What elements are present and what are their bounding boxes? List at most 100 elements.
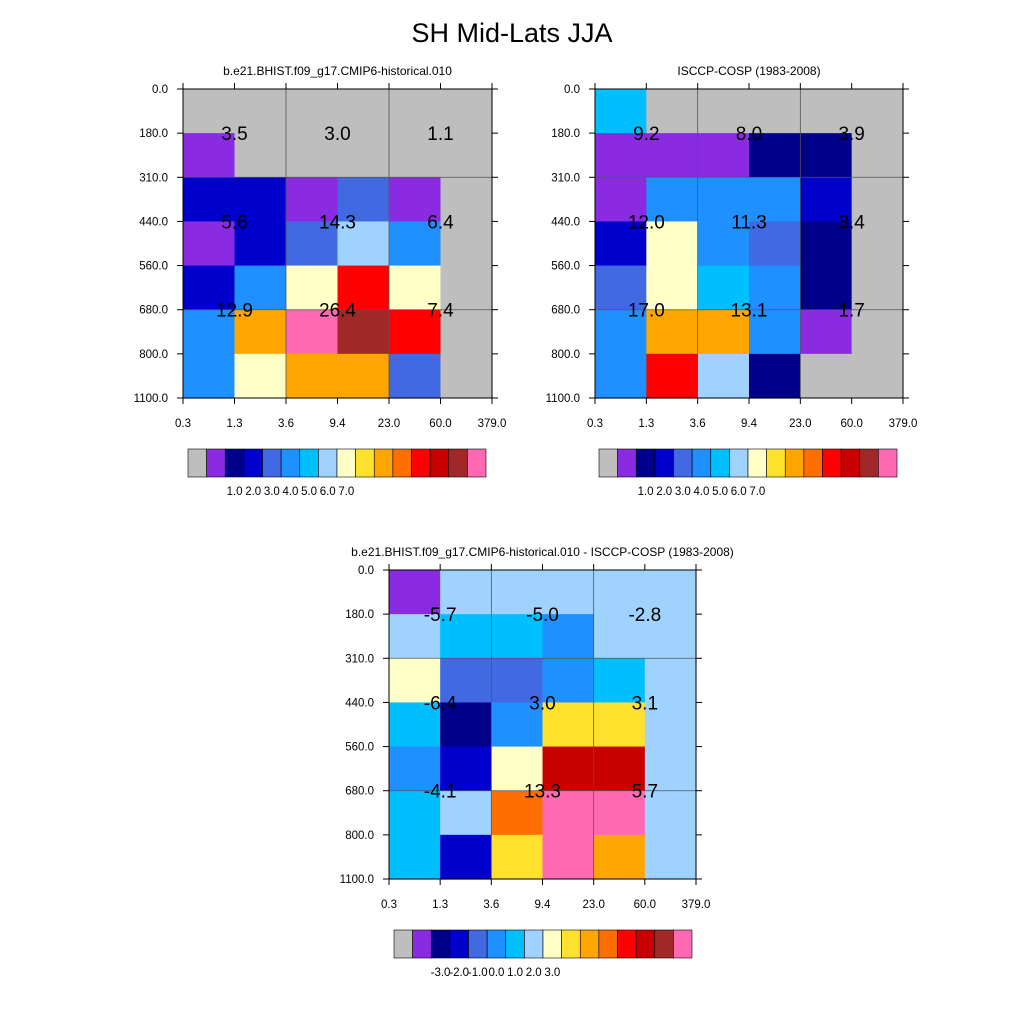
colorbar-swatch <box>505 929 525 959</box>
heatmap-cell <box>644 834 697 880</box>
heatmap-cell <box>234 177 287 223</box>
colorbar-tick-label: 6.0 <box>731 486 747 498</box>
x-tick-label: 1.3 <box>227 418 243 430</box>
heatmap-cell <box>542 658 595 704</box>
block-value-label: 14.3 <box>319 212 356 233</box>
x-tick-label: 23.0 <box>378 418 400 430</box>
heatmap-cell <box>440 570 492 615</box>
colorbar-swatch <box>840 448 861 478</box>
heatmap-cell <box>440 746 492 792</box>
heatmap-cell <box>183 353 236 399</box>
colorbar-swatch <box>524 929 544 959</box>
x-tick-label: 9.4 <box>330 418 347 430</box>
colorbar-swatch <box>691 448 712 478</box>
x-tick-label: 379.0 <box>889 418 918 430</box>
colorbar-swatch <box>617 929 637 959</box>
y-tick-label: 1100.0 <box>546 393 580 405</box>
heatmap-cell <box>234 265 287 311</box>
heatmap-cell <box>593 746 646 792</box>
heatmap-cell <box>644 702 697 748</box>
x-tick-label: 0.3 <box>381 899 397 911</box>
heatmap-cell <box>234 221 287 267</box>
heatmap-cell <box>644 570 697 615</box>
figure-title: SH Mid-Lats JJA <box>411 18 613 48</box>
colorbar-swatch <box>598 448 618 478</box>
block-value-label: 6.4 <box>427 212 454 233</box>
block-value-label: -2.8 <box>628 605 661 626</box>
colorbar-swatch <box>486 929 507 959</box>
colorbar-tick-label: 2.0 <box>656 486 672 498</box>
heatmap-cell <box>234 353 287 399</box>
colorbar-swatch <box>766 448 786 478</box>
heatmap-cell <box>286 89 339 134</box>
colorbar-tick-label: 7.0 <box>749 486 765 498</box>
panel-title: ISCCP-COSP (1983-2008) <box>677 64 820 78</box>
colorbar-tick-label: 2.0 <box>526 967 542 979</box>
block-value-label: 12.9 <box>216 301 253 322</box>
heatmap-cell <box>749 133 801 178</box>
y-tick-label: 0.0 <box>564 84 580 96</box>
block-value-label: 5.7 <box>632 782 658 803</box>
colorbar-tick-label: -3.0 <box>431 967 451 979</box>
heatmap-cell <box>749 221 801 267</box>
heatmap-cell <box>440 89 493 134</box>
heatmap-cell <box>595 133 647 178</box>
block-value-label: 3.9 <box>838 124 864 145</box>
y-tick-label: 0.0 <box>152 84 168 96</box>
colorbar-tick-label: 2.0 <box>245 486 261 498</box>
y-tick-label: 440.0 <box>345 697 374 709</box>
heatmap-cell <box>646 89 699 134</box>
heatmap-cell <box>491 790 544 836</box>
heatmap-cell <box>646 133 699 178</box>
x-tick-label: 9.4 <box>535 899 552 911</box>
block-value-label: 12.0 <box>628 212 665 233</box>
block-value-label: 13.3 <box>524 782 561 803</box>
colorbar-swatch <box>635 929 656 959</box>
heatmap-cell <box>440 834 492 880</box>
heatmap-cell <box>646 221 699 267</box>
heatmap-cell <box>286 309 339 355</box>
heatmap-cell <box>389 177 442 223</box>
y-tick-label: 560.0 <box>139 261 168 273</box>
y-tick-label: 310.0 <box>551 172 580 184</box>
block-value-label: 13.1 <box>731 301 768 322</box>
colorbar-tick-label: 7.0 <box>338 486 354 498</box>
colorbar-tick-label: -2.0 <box>449 967 469 979</box>
colorbar-swatch <box>243 448 263 478</box>
colorbar-swatch <box>336 448 356 478</box>
colorbar-swatch <box>449 929 469 959</box>
heatmap-cell <box>389 221 442 267</box>
x-tick-label: 379.0 <box>478 418 507 430</box>
colorbar-swatch <box>430 929 451 959</box>
block-value-label: 3.0 <box>324 124 350 145</box>
colorbar-swatch <box>710 448 730 478</box>
block-value-label: -5.7 <box>424 605 457 626</box>
heatmap-cell <box>440 177 493 223</box>
heatmap-cell <box>491 658 544 704</box>
heatmap-cell <box>697 221 750 267</box>
y-tick-label: 180.0 <box>345 609 374 621</box>
colorbar-swatch <box>878 448 898 478</box>
heatmap-cell <box>389 353 442 399</box>
heatmap-cell <box>337 221 390 267</box>
heatmap-cell <box>595 177 647 223</box>
heatmap-cell <box>646 309 699 355</box>
heatmap-cell <box>542 702 595 748</box>
colorbar-tick-label: 1.0 <box>227 486 243 498</box>
heatmap-cell <box>491 570 544 615</box>
colorbar-tick-label: 3.0 <box>264 486 280 498</box>
heatmap-cell <box>593 834 646 880</box>
heatmap-cell <box>183 133 236 178</box>
colorbar-tick-label: 3.0 <box>675 486 691 498</box>
heatmap-cell <box>183 309 236 355</box>
colorbar-tick-label: -1.0 <box>468 967 488 979</box>
heatmap-cell <box>697 353 750 399</box>
heatmap-cell <box>337 177 390 223</box>
colorbar-tick-label: 5.0 <box>301 486 317 498</box>
heatmap-cell <box>389 702 441 748</box>
heatmap-cell <box>593 790 646 836</box>
colorbar-tick-label: 0.0 <box>488 967 504 979</box>
heatmap-cell <box>234 309 287 355</box>
block-value-label: 1.7 <box>838 301 864 322</box>
panel-title: b.e21.BHIST.f09_g17.CMIP6-historical.010 <box>223 64 452 78</box>
